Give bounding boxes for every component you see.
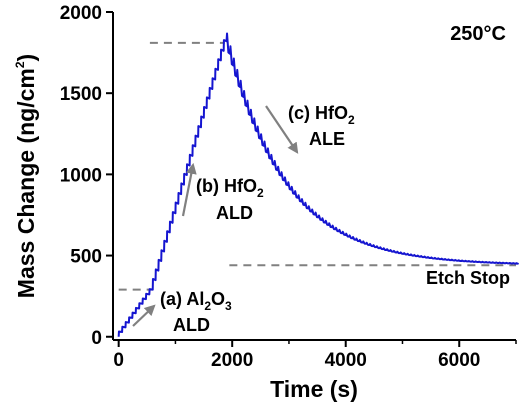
annotation-a-line2: ALD [173, 315, 210, 335]
arrow-c [265, 105, 299, 154]
x-tick-label: 4000 [325, 350, 367, 371]
mass-change-series-line [117, 32, 519, 337]
x-tick-label: 6000 [438, 350, 480, 371]
y-tick-label: 1000 [60, 165, 102, 186]
y-tick-label: 2000 [60, 3, 102, 24]
annotation-b-line2: ALD [216, 203, 253, 223]
x-tick-label: 0 [113, 350, 124, 371]
arrow-b [181, 162, 197, 217]
y-tick-label: 1500 [60, 84, 102, 105]
guide-lines [118, 41, 516, 291]
annotation-c-line1: (c) HfO2 [288, 103, 355, 127]
annotation-b-line1: (b) HfO2 [196, 176, 264, 200]
x-tick-label: 2000 [211, 350, 253, 371]
data-series [117, 32, 519, 337]
y-tick-label: 500 [70, 247, 102, 268]
annotation-a-line1: (a) Al2O3 [160, 289, 232, 313]
y-tick-label: 0 [91, 328, 102, 349]
annotation-c-line2: ALE [309, 129, 345, 149]
y-ticks: 0 500 1000 1500 2000 [60, 3, 113, 349]
temperature-label: 250°C [450, 23, 506, 45]
x-ticks: 0 2000 4000 6000 [113, 340, 517, 371]
x-axis-label: Time (s) [270, 376, 358, 402]
y-axis-label: Mass Change (ng/cm2) [13, 54, 39, 298]
etch-stop-label: Etch Stop [426, 268, 510, 288]
arrow-a [132, 304, 156, 327]
y-axis-label-superscript: 2 [13, 61, 27, 68]
